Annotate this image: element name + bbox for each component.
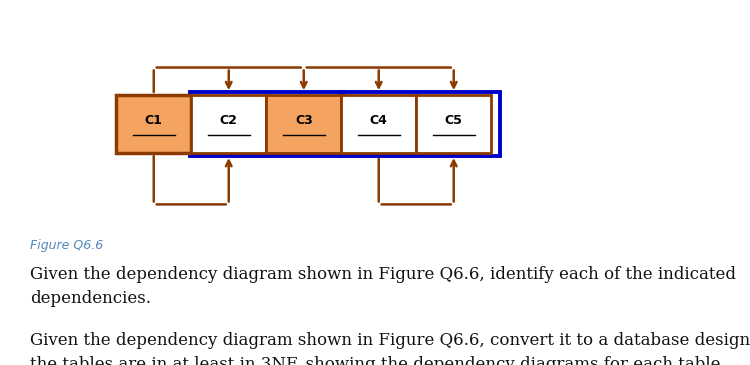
Text: Figure Q6.6: Figure Q6.6 [30,239,104,252]
Bar [116,95,191,153]
Text: C4: C4 [370,114,388,127]
Text: C1: C1 [145,114,163,127]
Bar [190,92,343,156]
Text: Given the dependency diagram shown in Figure Q6.6, convert it to a database desi: Given the dependency diagram shown in Fi… [30,332,750,365]
Text: Given the dependency diagram shown in Figure Q6.6, identify each of the indicate: Given the dependency diagram shown in Fi… [30,266,736,307]
Bar [341,95,416,153]
Text: C3: C3 [295,114,313,127]
Bar [416,95,491,153]
Bar [340,92,500,156]
Text: C2: C2 [220,114,238,127]
Bar [191,95,266,153]
Bar [266,95,341,153]
Text: C5: C5 [445,114,463,127]
